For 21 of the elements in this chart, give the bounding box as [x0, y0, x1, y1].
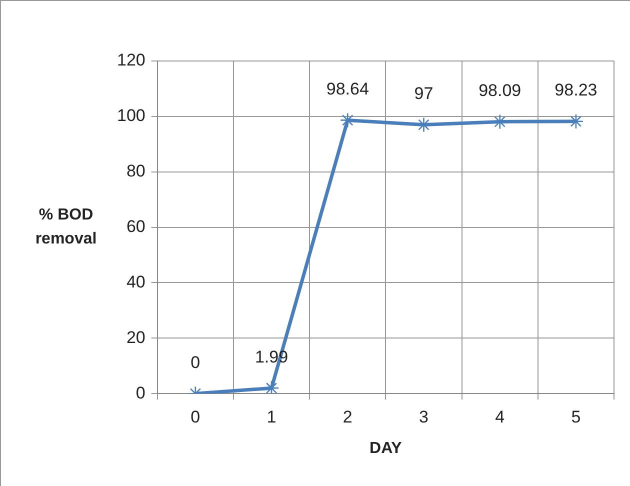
y-tick-label: 20 [126, 328, 146, 347]
x-tick-label: 0 [190, 407, 200, 426]
y-tick-label: 40 [126, 272, 146, 292]
data-label: 98.09 [478, 80, 522, 100]
y-tick-label: 100 [116, 106, 146, 126]
x-tick-label: 4 [495, 407, 505, 426]
data-label: 0 [190, 352, 200, 372]
y-axis-title: % BOD removal [35, 206, 97, 248]
data-label: 98.23 [554, 80, 598, 100]
x-tick-label: 1 [266, 407, 276, 426]
x-tick-label: 3 [419, 407, 428, 426]
x-axis-title: DAY [370, 440, 402, 458]
data-label: 97 [414, 84, 434, 103]
point [416, 117, 432, 132]
y-tick-label: 0 [136, 383, 146, 402]
y-tick-label: 120 [116, 50, 146, 70]
x-tick-label: 5 [571, 407, 581, 426]
y-tick-label: 60 [126, 216, 146, 236]
x-tick-label: 2 [342, 407, 352, 426]
y-tick-label: 80 [126, 162, 146, 181]
data-label: 98.64 [326, 79, 369, 98]
